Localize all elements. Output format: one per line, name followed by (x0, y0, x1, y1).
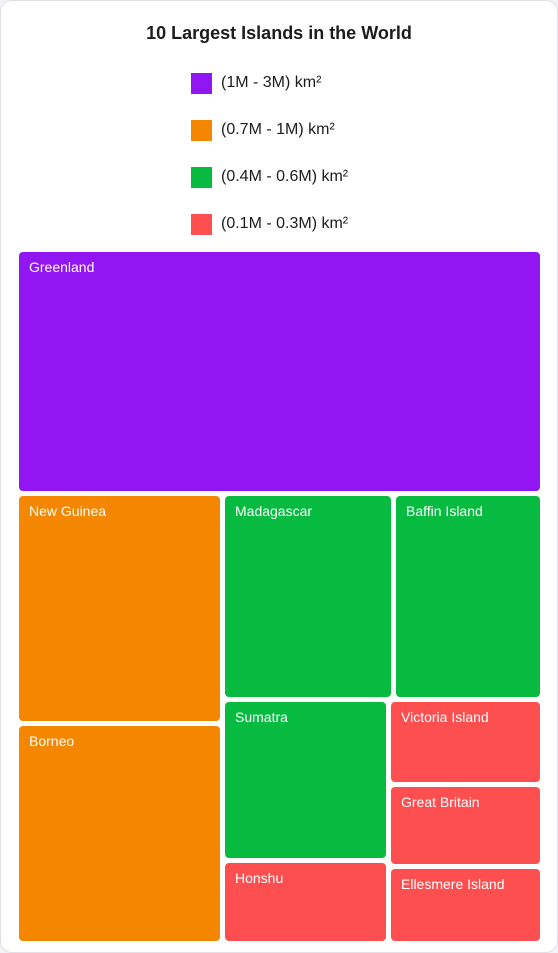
legend-swatch (191, 166, 212, 188)
legend-label: (0.4M - 0.6M) km² (221, 168, 349, 185)
legend-item-0.1m-0.3m[interactable]: (0.1M - 0.3M) km² (191, 213, 348, 235)
legend-label: (0.1M - 0.3M) km² (221, 215, 349, 232)
tile-sumatra[interactable]: Sumatra (225, 702, 386, 858)
tile-label: Victoria Island (401, 709, 489, 725)
legend-swatch (191, 213, 212, 235)
tile-baffin-island[interactable]: Baffin Island (396, 496, 540, 697)
tile-victoria-island[interactable]: Victoria Island (391, 702, 540, 782)
legend-item-0.4m-0.6m[interactable]: (0.4M - 0.6M) km² (191, 166, 348, 188)
tile-label: Great Britain (401, 794, 480, 810)
tile-label: Honshu (235, 870, 284, 886)
tile-label: Baffin Island (406, 503, 483, 519)
tile-greenland[interactable]: Greenland (19, 252, 540, 491)
legend-swatch (191, 72, 212, 94)
legend-item-1m-3m[interactable]: (1M - 3M) km² (191, 72, 321, 94)
tile-label: Madagascar (235, 503, 313, 519)
tile-new-guinea[interactable]: New Guinea (19, 496, 220, 721)
tile-label: Ellesmere Island (401, 876, 505, 892)
tile-label: Borneo (29, 733, 75, 749)
legend-item-0.7m-1m[interactable]: (0.7M - 1M) km² (191, 119, 335, 141)
tile-honshu[interactable]: Honshu (225, 863, 386, 941)
legend-label: (1M - 3M) km² (221, 74, 322, 91)
tile-label: Sumatra (235, 709, 288, 725)
tile-great-britain[interactable]: Great Britain (391, 787, 540, 864)
legend-label: (0.7M - 1M) km² (221, 121, 335, 138)
tile-borneo[interactable]: Borneo (19, 726, 220, 941)
tile-ellesmere-island[interactable]: Ellesmere Island (391, 869, 540, 941)
tile-label: Greenland (29, 259, 95, 275)
legend-swatch (191, 119, 212, 141)
tile-madagascar[interactable]: Madagascar (225, 496, 391, 697)
chart-title: 10 Largest Islands in the World (146, 23, 412, 43)
tile-label: New Guinea (29, 503, 107, 519)
